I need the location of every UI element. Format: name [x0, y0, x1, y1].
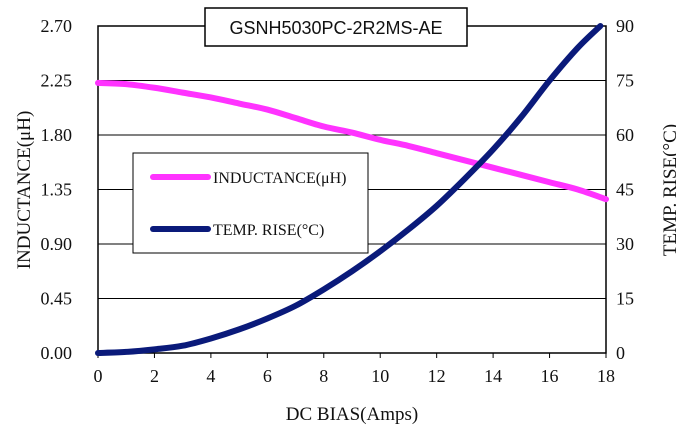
legend-label-temp-rise: TEMP. RISE(°C)	[213, 222, 324, 239]
legend-box	[132, 152, 369, 254]
y-left-axis-label: INDUCTANCE(μH)	[14, 111, 35, 270]
y-right-axis-ticks: 0 15 30 45 60 75 90	[616, 16, 634, 363]
y-left-tick-label: 2.70	[41, 16, 73, 36]
x-axis-label: DC BIAS(Amps)	[286, 404, 418, 425]
y-right-axis-label: TEMP. RISE(°C)	[660, 124, 676, 256]
x-tick-label: 12	[428, 366, 446, 386]
title-box	[204, 7, 468, 47]
y-left-tick-label: 1.80	[41, 125, 73, 145]
y-left-tick-label: 2.25	[41, 71, 73, 91]
y-left-tick-label: 1.35	[41, 180, 73, 200]
y-right-tick-label: 90	[616, 16, 634, 36]
x-tick-label: 4	[206, 366, 215, 386]
x-tick-label: 6	[263, 366, 272, 386]
legend-label-inductance: INDUCTANCE(μH)	[213, 170, 347, 187]
x-tick-label: 16	[541, 366, 559, 386]
x-tick-label: 10	[371, 366, 389, 386]
y-left-axis-ticks: 0.00 0.45 0.90 1.35 1.80 2.25 2.70	[41, 16, 73, 363]
x-axis-ticks: 0 2 4 6 8 10 12 14 16 18	[94, 353, 615, 386]
x-tick-label: 2	[150, 366, 159, 386]
y-left-tick-label: 0.90	[41, 234, 73, 254]
y-right-tick-label: 30	[616, 234, 634, 254]
chart-title: GSNH5030PC-2R2MS-AE	[229, 18, 442, 38]
inductance-line	[95, 79, 609, 203]
x-tick-label: 18	[597, 366, 615, 386]
x-tick-label: 8	[319, 366, 328, 386]
y-right-tick-label: 0	[616, 343, 625, 363]
x-tick-label: 0	[94, 366, 103, 386]
y-left-tick-label: 0.00	[41, 343, 73, 363]
y-right-tick-label: 60	[616, 125, 634, 145]
y-right-tick-label: 75	[616, 71, 634, 91]
y-left-tick-label: 0.45	[41, 289, 73, 309]
temp-rise-line	[95, 23, 604, 356]
y-right-tick-label: 45	[616, 180, 634, 200]
y-right-tick-label: 15	[616, 289, 634, 309]
series-lines	[95, 23, 609, 356]
x-tick-label: 14	[484, 366, 502, 386]
